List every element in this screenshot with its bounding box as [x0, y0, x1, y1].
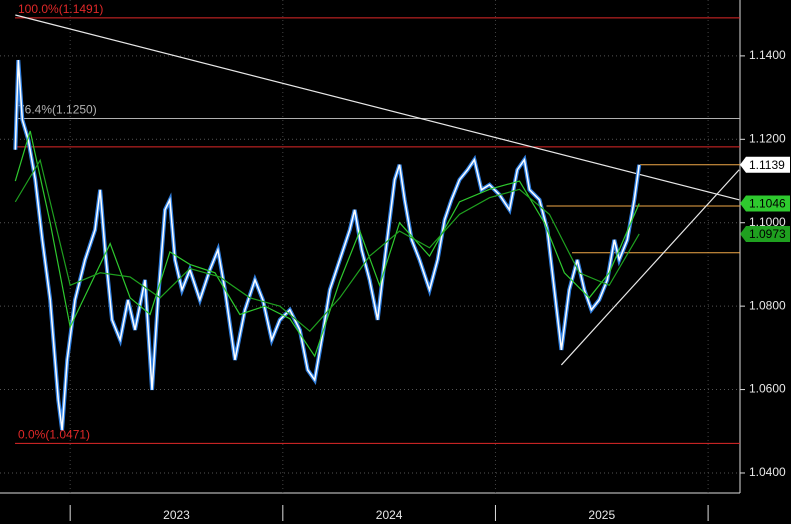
series-line [14, 158, 640, 333]
value-tag-label: 1.1046 [749, 197, 786, 211]
y-tick-label: 1.0400 [749, 465, 786, 479]
y-tick-label: 1.1400 [749, 48, 786, 62]
value-tag [740, 195, 790, 212]
series-line [14, 130, 640, 358]
x-tick-label: 2025 [588, 508, 615, 522]
level-label: 100.0%(1.1491) [18, 2, 103, 16]
y-tick-label: 1.1200 [749, 131, 786, 145]
trendline [15, 14, 740, 201]
level-label: 0.0%(1.0471) [18, 428, 90, 442]
y-tick-label: 1.1000 [749, 215, 786, 229]
value-tag-label: 1.0973 [749, 227, 786, 241]
level-label: 76.4%(1.1250) [18, 103, 97, 117]
x-tick-label: 2023 [163, 508, 190, 522]
x-tick-label: 2024 [376, 508, 403, 522]
trendline [560, 169, 740, 366]
series-line [14, 60, 640, 431]
value-tag [740, 156, 790, 173]
y-tick-label: 1.0800 [749, 298, 786, 312]
value-tag [740, 225, 790, 242]
y-tick-label: 1.0600 [749, 382, 786, 396]
value-tag-label: 1.1139 [749, 158, 785, 172]
